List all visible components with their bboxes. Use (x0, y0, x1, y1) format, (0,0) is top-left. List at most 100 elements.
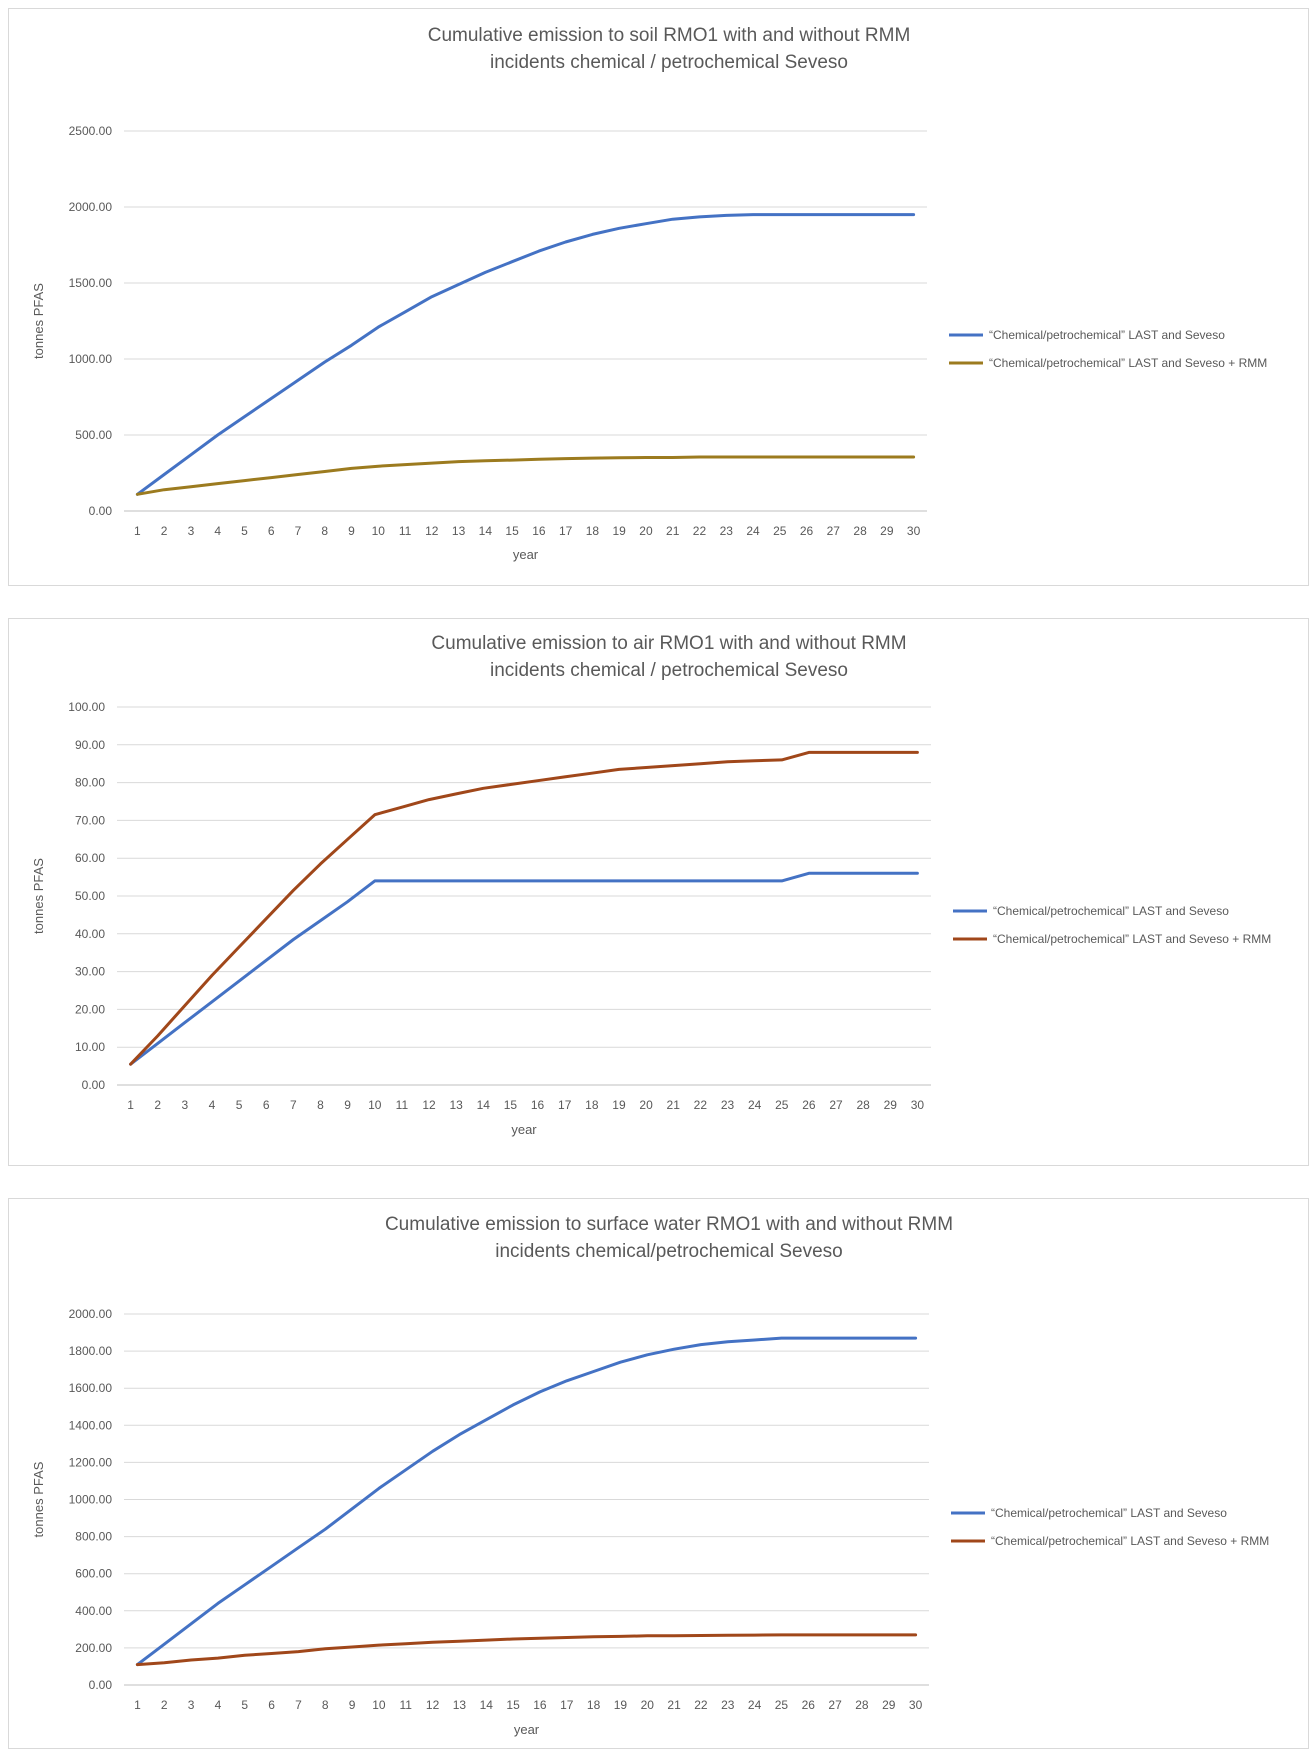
y-tick-label: 90.00 (75, 738, 105, 752)
x-tick-label: 14 (479, 524, 493, 538)
x-tick-label: 5 (241, 1698, 248, 1712)
x-tick-label: 8 (317, 1098, 324, 1112)
chart-air: Cumulative emission to air RMO1 with and… (31, 633, 1271, 1137)
x-tick-label: 4 (214, 524, 221, 538)
y-tick-label: 600.00 (75, 1567, 112, 1581)
x-tick-label: 23 (721, 1698, 735, 1712)
x-tick-label: 13 (452, 524, 466, 538)
series-line-1 (135, 213, 916, 496)
x-tick-label: 2 (154, 1098, 161, 1112)
x-tick-label: 10 (372, 524, 386, 538)
y-tick-label: 20.00 (75, 1002, 105, 1016)
x-tick-label: 5 (241, 524, 248, 538)
x-tick-label: 12 (426, 1698, 440, 1712)
x-tick-label: 20 (639, 524, 653, 538)
x-tick-label: 29 (884, 1098, 898, 1112)
chart-soil: Cumulative emission to soil RMO1 with an… (31, 25, 1267, 562)
x-tick-label: 26 (802, 1698, 816, 1712)
x-tick-label: 29 (880, 524, 894, 538)
x-tick-label: 24 (748, 1698, 762, 1712)
y-tick-label: 1800.00 (69, 1344, 113, 1358)
y-tick-label: 1400.00 (69, 1418, 113, 1432)
x-tick-label: 10 (368, 1098, 382, 1112)
x-tick-label: 13 (453, 1698, 467, 1712)
y-tick-label: 0.00 (82, 1078, 106, 1092)
x-tick-label: 2 (161, 524, 168, 538)
x-tick-label: 3 (188, 1698, 195, 1712)
x-tick-label: 25 (775, 1698, 789, 1712)
x-tick-label: 24 (748, 1098, 762, 1112)
y-tick-label: 1200.00 (69, 1455, 113, 1469)
y-tick-label: 1000.00 (69, 352, 113, 366)
chart-title-line: incidents chemical / petrochemical Seves… (490, 660, 848, 681)
x-axis-label: year (513, 547, 539, 562)
y-tick-label: 2000.00 (69, 200, 113, 214)
x-tick-label: 14 (477, 1098, 491, 1112)
chart-title-line: incidents chemical/petrochemical Seveso (495, 1241, 842, 1262)
x-tick-label: 24 (746, 524, 760, 538)
x-tick-label: 4 (209, 1098, 216, 1112)
x-tick-label: 26 (802, 1098, 816, 1112)
x-tick-label: 15 (505, 524, 519, 538)
x-tick-label: 28 (855, 1698, 869, 1712)
x-tick-label: 16 (531, 1098, 545, 1112)
chart-title-line: Cumulative emission to air RMO1 with and… (431, 633, 906, 654)
y-tick-label: 2000.00 (69, 1307, 113, 1321)
x-tick-label: 3 (181, 1098, 188, 1112)
x-tick-label: 18 (585, 1098, 599, 1112)
chart-panel-soil: Cumulative emission to soil RMO1 with an… (8, 8, 1309, 586)
x-tick-label: 22 (694, 1698, 708, 1712)
x-tick-label: 14 (480, 1698, 494, 1712)
x-tick-label: 17 (560, 1698, 574, 1712)
x-tick-label: 7 (290, 1098, 297, 1112)
chart-title-line: incidents chemical / petrochemical Seves… (490, 52, 848, 73)
series-line-2 (129, 750, 919, 1066)
x-axis-label: year (511, 1122, 537, 1137)
x-tick-label: 22 (694, 1098, 708, 1112)
legend-label: “Chemical/petrochemical” LAST and Seveso… (989, 356, 1267, 370)
x-tick-label: 26 (800, 524, 814, 538)
y-tick-label: 0.00 (89, 1678, 113, 1692)
y-tick-label: 100.00 (68, 700, 105, 714)
x-tick-label: 13 (449, 1098, 463, 1112)
y-tick-label: 1500.00 (69, 276, 113, 290)
x-tick-label: 7 (295, 524, 302, 538)
x-tick-label: 11 (400, 1698, 413, 1712)
x-tick-label: 1 (134, 524, 141, 538)
x-tick-label: 19 (613, 524, 627, 538)
x-tick-label: 11 (399, 524, 412, 538)
y-tick-label: 1000.00 (69, 1493, 113, 1507)
y-tick-label: 50.00 (75, 889, 105, 903)
y-tick-label: 80.00 (75, 776, 105, 790)
y-tick-label: 60.00 (75, 851, 105, 865)
x-tick-label: 19 (612, 1098, 626, 1112)
x-tick-label: 30 (911, 1098, 925, 1112)
x-tick-label: 12 (422, 1098, 436, 1112)
x-tick-label: 23 (721, 1098, 735, 1112)
x-tick-label: 28 (856, 1098, 870, 1112)
x-tick-label: 25 (773, 524, 787, 538)
x-tick-label: 11 (396, 1098, 409, 1112)
series-line-2 (135, 455, 916, 496)
x-tick-label: 15 (506, 1698, 520, 1712)
x-tick-label: 6 (263, 1098, 270, 1112)
y-tick-label: 2500.00 (69, 124, 113, 138)
x-tick-label: 1 (134, 1698, 141, 1712)
x-tick-label: 4 (215, 1698, 222, 1712)
y-tick-label: 30.00 (75, 965, 105, 979)
x-tick-label: 21 (667, 1698, 681, 1712)
chart-panel-surface-water: Cumulative emission to surface water RMO… (8, 1198, 1309, 1749)
y-axis-label: tonnes PFAS (31, 858, 46, 934)
legend-label: “Chemical/petrochemical” LAST and Seveso (991, 1506, 1227, 1520)
x-tick-label: 19 (614, 1698, 628, 1712)
series-line-2 (135, 1633, 918, 1667)
series-line-1 (135, 1336, 918, 1667)
x-tick-label: 8 (321, 524, 328, 538)
x-tick-label: 27 (829, 1098, 843, 1112)
x-tick-label: 20 (641, 1698, 655, 1712)
x-tick-label: 21 (667, 1098, 681, 1112)
y-tick-label: 1600.00 (69, 1381, 113, 1395)
x-tick-label: 12 (425, 524, 439, 538)
legend-label: “Chemical/petrochemical” LAST and Seveso… (993, 932, 1271, 946)
legend-label: “Chemical/petrochemical” LAST and Seveso (989, 328, 1225, 342)
